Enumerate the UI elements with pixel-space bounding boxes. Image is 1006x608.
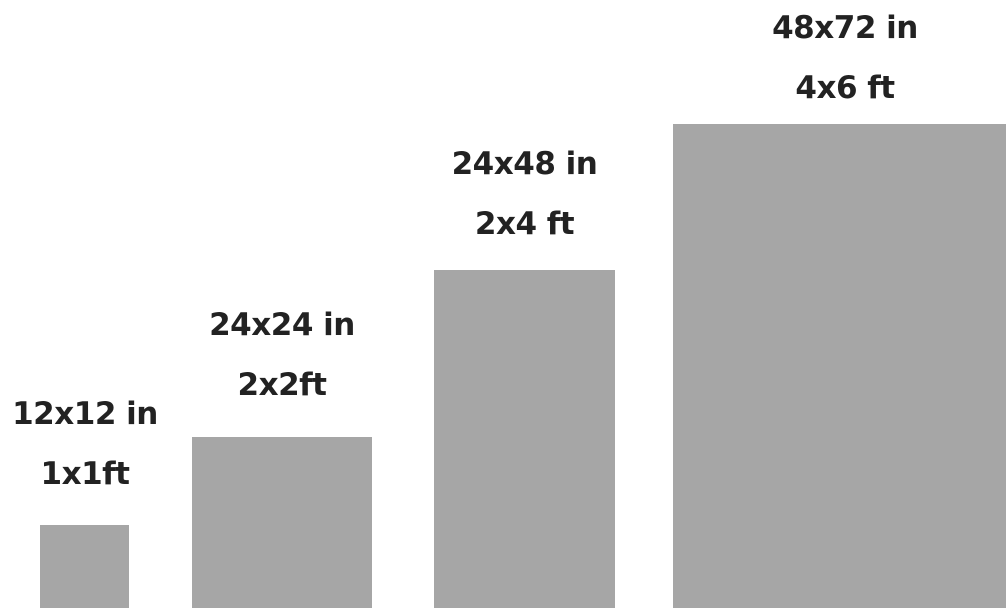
size-rect-24x48 bbox=[434, 270, 615, 608]
size-label-feet: 2x2ft bbox=[237, 367, 327, 403]
size-rect-12x12 bbox=[40, 525, 129, 608]
size-label-inches: 24x24 in bbox=[209, 307, 355, 343]
size-label-feet: 2x4 ft bbox=[474, 206, 575, 242]
size-rect-24x24 bbox=[192, 437, 372, 608]
size-label-inches: 24x48 in bbox=[451, 146, 598, 182]
size-label-inches: 48x72 in bbox=[772, 10, 918, 46]
size-label-inches: 12x12 in bbox=[12, 396, 158, 432]
size-label-feet: 1x1ft bbox=[40, 456, 130, 492]
size-rect-48x72 bbox=[673, 124, 1006, 608]
size-label-feet: 4x6 ft bbox=[795, 70, 895, 106]
